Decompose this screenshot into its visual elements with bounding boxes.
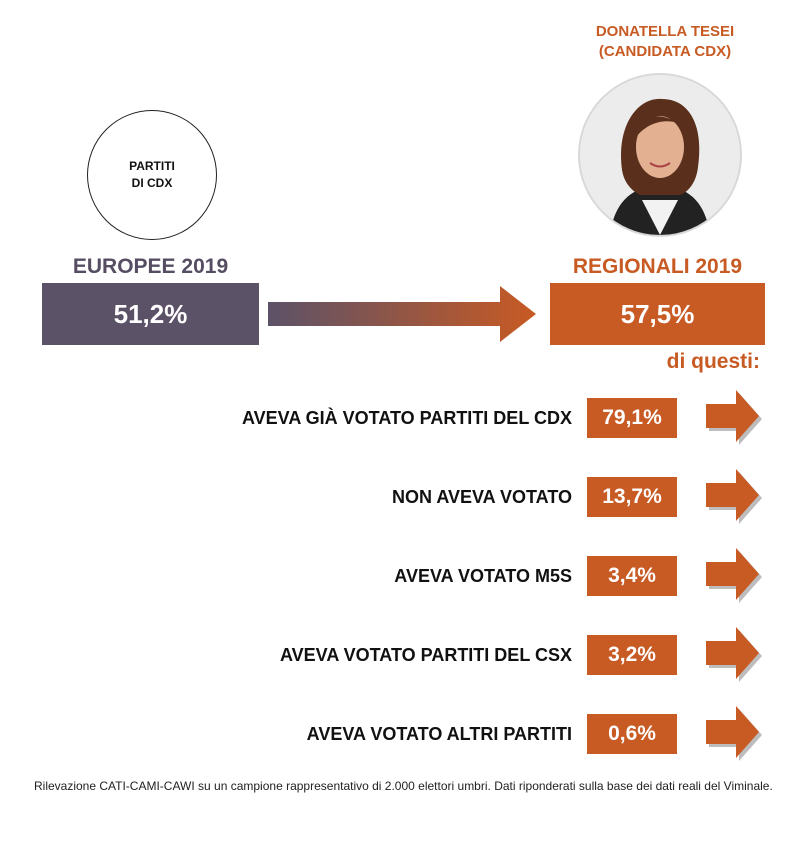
from-label: EUROPEE 2019: [72, 255, 229, 278]
row-value: 13,7%: [587, 477, 677, 517]
from-value-box: 51,2%: [42, 283, 259, 345]
row-label: AVEVA GIÀ VOTATO PARTITI DEL CDX: [241, 408, 572, 428]
party-circle: PARTITI DI CDX: [87, 110, 217, 240]
from-value: 51,2%: [113, 298, 188, 329]
portrait-icon: [580, 75, 740, 235]
footnote: Rilevazione CATI-CAMI-CAWI su un campion…: [34, 779, 773, 793]
party-circle-label: PARTITI DI CDX: [129, 159, 175, 190]
row-arrow-icon: [706, 548, 762, 603]
transition-arrow-icon: [268, 286, 536, 342]
candidate-role: (CANDIDATA CDX): [598, 43, 732, 60]
row-label: AVEVA VOTATO ALTRI PARTITI: [306, 724, 572, 744]
candidate-name-block: DONATELLA TESEI (CANDIDATA CDX): [560, 22, 770, 62]
candidate-name: DONATELLA TESEI: [595, 23, 735, 40]
row-arrow-icon: [706, 627, 762, 682]
row-arrow-icon: [706, 469, 762, 524]
to-value-box: 57,5%: [550, 283, 765, 345]
row-arrow-icon: [706, 706, 762, 761]
row-label: NON AVEVA VOTATO: [391, 487, 572, 507]
row-value: 0,6%: [587, 714, 677, 754]
breakdown-title: di questi:: [666, 350, 760, 373]
row-label: AVEVA VOTATO M5S: [394, 566, 572, 586]
candidate-photo: [580, 75, 740, 235]
row-value: 3,2%: [587, 635, 677, 675]
row-label: AVEVA VOTATO PARTITI DEL CSX: [279, 645, 572, 665]
to-value: 57,5%: [620, 298, 695, 329]
row-value: 79,1%: [587, 398, 677, 438]
to-label: REGIONALI 2019: [572, 255, 743, 278]
row-value: 3,4%: [587, 556, 677, 596]
row-arrow-icon: [706, 390, 762, 445]
